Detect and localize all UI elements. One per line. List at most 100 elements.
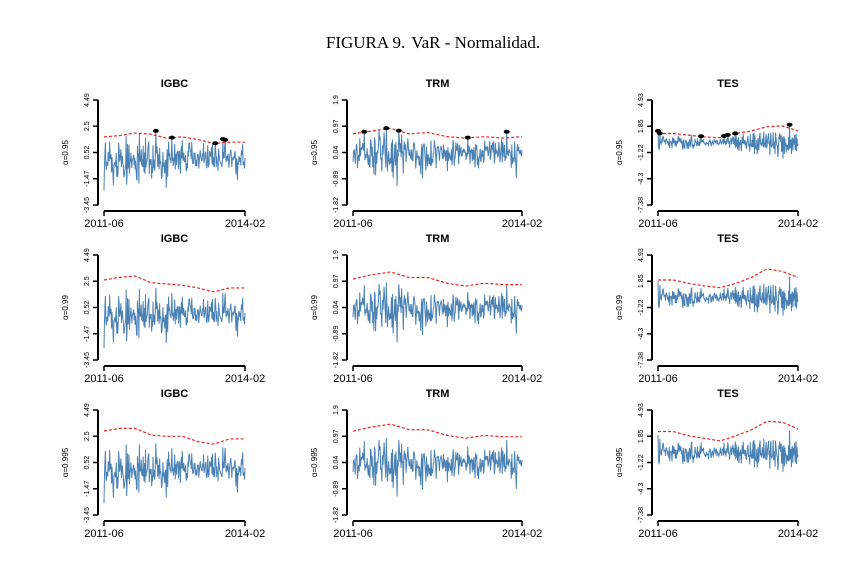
- x-tick-label: 2014-02: [502, 528, 542, 540]
- returns-series: [103, 287, 246, 348]
- panel-trm-3: TRM -1.82 -0.89 0.04 0.97 1.9 α=0.995 2011-06 20…: [310, 388, 542, 540]
- y-tick-label: 0.97: [333, 429, 340, 443]
- panel-title: TES: [717, 78, 738, 90]
- panel-trm-1: TRM -1.82 -0.89 0.04 0.97 1.9 α=0.95 2011-06 201…: [310, 78, 542, 230]
- exceedance-point: [464, 135, 471, 140]
- y-axis-label: α=0.99: [310, 295, 319, 320]
- panel-title: TRM: [426, 78, 450, 90]
- var-line: [658, 420, 799, 442]
- y-tick-label: 1.9: [333, 405, 340, 415]
- x-tick-label: 2011-06: [84, 528, 124, 540]
- y-tick-label: -3.45: [84, 197, 91, 213]
- y-tick-label: -1.22: [638, 299, 645, 315]
- y-tick-label: -7.38: [638, 197, 645, 213]
- y-tick-label: 2.5: [84, 121, 91, 131]
- returns-series: [657, 276, 799, 316]
- y-tick-label: 4.49: [84, 93, 91, 107]
- y-tick-label: 0.97: [333, 274, 340, 288]
- y-tick-label: -4.3: [638, 483, 645, 495]
- y-axis-label: α=0.995: [310, 447, 319, 477]
- panel-title: IGBC: [161, 78, 189, 90]
- figure-title: FIGURA 9. VaR - Normalidad.: [326, 33, 540, 52]
- panel-title: TES: [717, 388, 738, 400]
- y-tick-label: -1.47: [84, 326, 91, 342]
- exceedance-point: [168, 135, 175, 140]
- exceedance-point: [732, 131, 739, 136]
- y-axis-label: α=0.95: [615, 140, 624, 165]
- returns-series: [352, 282, 523, 343]
- y-tick-label: -1.82: [333, 507, 340, 523]
- exceedance-point: [361, 129, 368, 134]
- x-tick-label: 2011-06: [638, 528, 678, 540]
- var-line: [658, 268, 799, 289]
- exceedance-point: [656, 131, 663, 136]
- x-tick-label: 2011-06: [333, 373, 373, 385]
- x-tick-label: 2011-06: [333, 528, 373, 540]
- exceedance-point: [222, 137, 229, 142]
- returns-series: [103, 130, 246, 191]
- panel-trm-2: TRM -1.82 -0.89 0.04 0.97 1.9 α=0.99 2011-06 201…: [310, 233, 542, 385]
- exceedance-point: [724, 132, 731, 137]
- figure-caption: VaR - Normalidad.: [411, 33, 540, 52]
- y-tick-label: 1.85: [638, 119, 645, 133]
- x-tick-label: 2014-02: [225, 218, 265, 230]
- y-axis-label: α=0.95: [310, 140, 319, 165]
- y-tick-label: 1.85: [638, 274, 645, 288]
- y-axis-label: α=0.99: [61, 295, 70, 320]
- y-tick-label: 0.52: [84, 456, 91, 470]
- panel-title: IGBC: [161, 233, 189, 245]
- var-line: [352, 423, 522, 439]
- exceedance-point: [212, 141, 219, 146]
- panel-tes-3: TES -7.38 -4.3 -1.22 1.85 4.93 α=0.995 2011-06 2…: [615, 388, 818, 540]
- exceedance-point: [395, 128, 402, 133]
- y-tick-label: 1.9: [333, 250, 340, 260]
- x-tick-label: 2014-02: [778, 528, 818, 540]
- y-tick-label: -3.45: [84, 507, 91, 523]
- y-tick-label: 1.9: [333, 95, 340, 105]
- var-line: [103, 427, 245, 445]
- y-tick-label: -0.89: [333, 481, 340, 497]
- x-tick-label: 2011-06: [638, 373, 678, 385]
- y-tick-label: -1.82: [333, 197, 340, 213]
- var-line: [352, 271, 522, 287]
- y-tick-label: -0.89: [333, 171, 340, 187]
- exceedance-point: [152, 128, 159, 133]
- panel-title: TRM: [426, 233, 450, 245]
- y-tick-label: 0.04: [333, 146, 340, 160]
- y-tick-label: -7.38: [638, 352, 645, 368]
- y-tick-label: 4.49: [84, 248, 91, 262]
- exceedance-point: [786, 122, 793, 127]
- y-tick-label: 0.04: [333, 456, 340, 470]
- y-tick-label: 0.52: [84, 301, 91, 315]
- y-tick-label: 4.93: [638, 248, 645, 262]
- y-tick-label: 0.97: [333, 119, 340, 133]
- returns-series: [103, 443, 246, 504]
- y-tick-label: -1.22: [638, 144, 645, 160]
- x-tick-label: 2014-02: [778, 373, 818, 385]
- panel-igbc-3: IGBC -3.45 -1.47 0.52 2.5 4.49 α=0.995 2011-06 2…: [61, 388, 265, 540]
- y-tick-label: -1.82: [333, 352, 340, 368]
- y-tick-label: 4.93: [638, 93, 645, 107]
- y-axis-label: α=0.99: [615, 295, 624, 320]
- var-line: [352, 127, 523, 139]
- panel-title: IGBC: [161, 388, 189, 400]
- panel-tes-2: TES -7.38 -4.3 -1.22 1.85 4.93 α=0.99 2011-06 20…: [615, 233, 818, 385]
- y-tick-label: -1.47: [84, 171, 91, 187]
- y-tick-label: -3.45: [84, 352, 91, 368]
- y-tick-label: -7.38: [638, 507, 645, 523]
- y-tick-label: 2.5: [84, 276, 91, 286]
- panel-title: TRM: [426, 388, 450, 400]
- x-tick-label: 2011-06: [84, 373, 124, 385]
- x-tick-label: 2011-06: [638, 218, 678, 230]
- exceedance-point: [383, 126, 390, 131]
- panel-igbc-2: IGBC -3.45 -1.47 0.52 2.5 4.49 α=0.99 2011-06 20…: [61, 233, 265, 385]
- y-axis-label: α=0.995: [615, 447, 624, 477]
- var-line: [103, 275, 245, 293]
- x-tick-label: 2014-02: [778, 218, 818, 230]
- y-tick-label: -4.3: [638, 328, 645, 340]
- y-tick-label: -1.47: [84, 481, 91, 497]
- exceedance-point: [698, 134, 705, 139]
- y-tick-label: 0.52: [84, 146, 91, 160]
- x-tick-label: 2014-02: [502, 218, 542, 230]
- x-tick-label: 2011-06: [84, 218, 124, 230]
